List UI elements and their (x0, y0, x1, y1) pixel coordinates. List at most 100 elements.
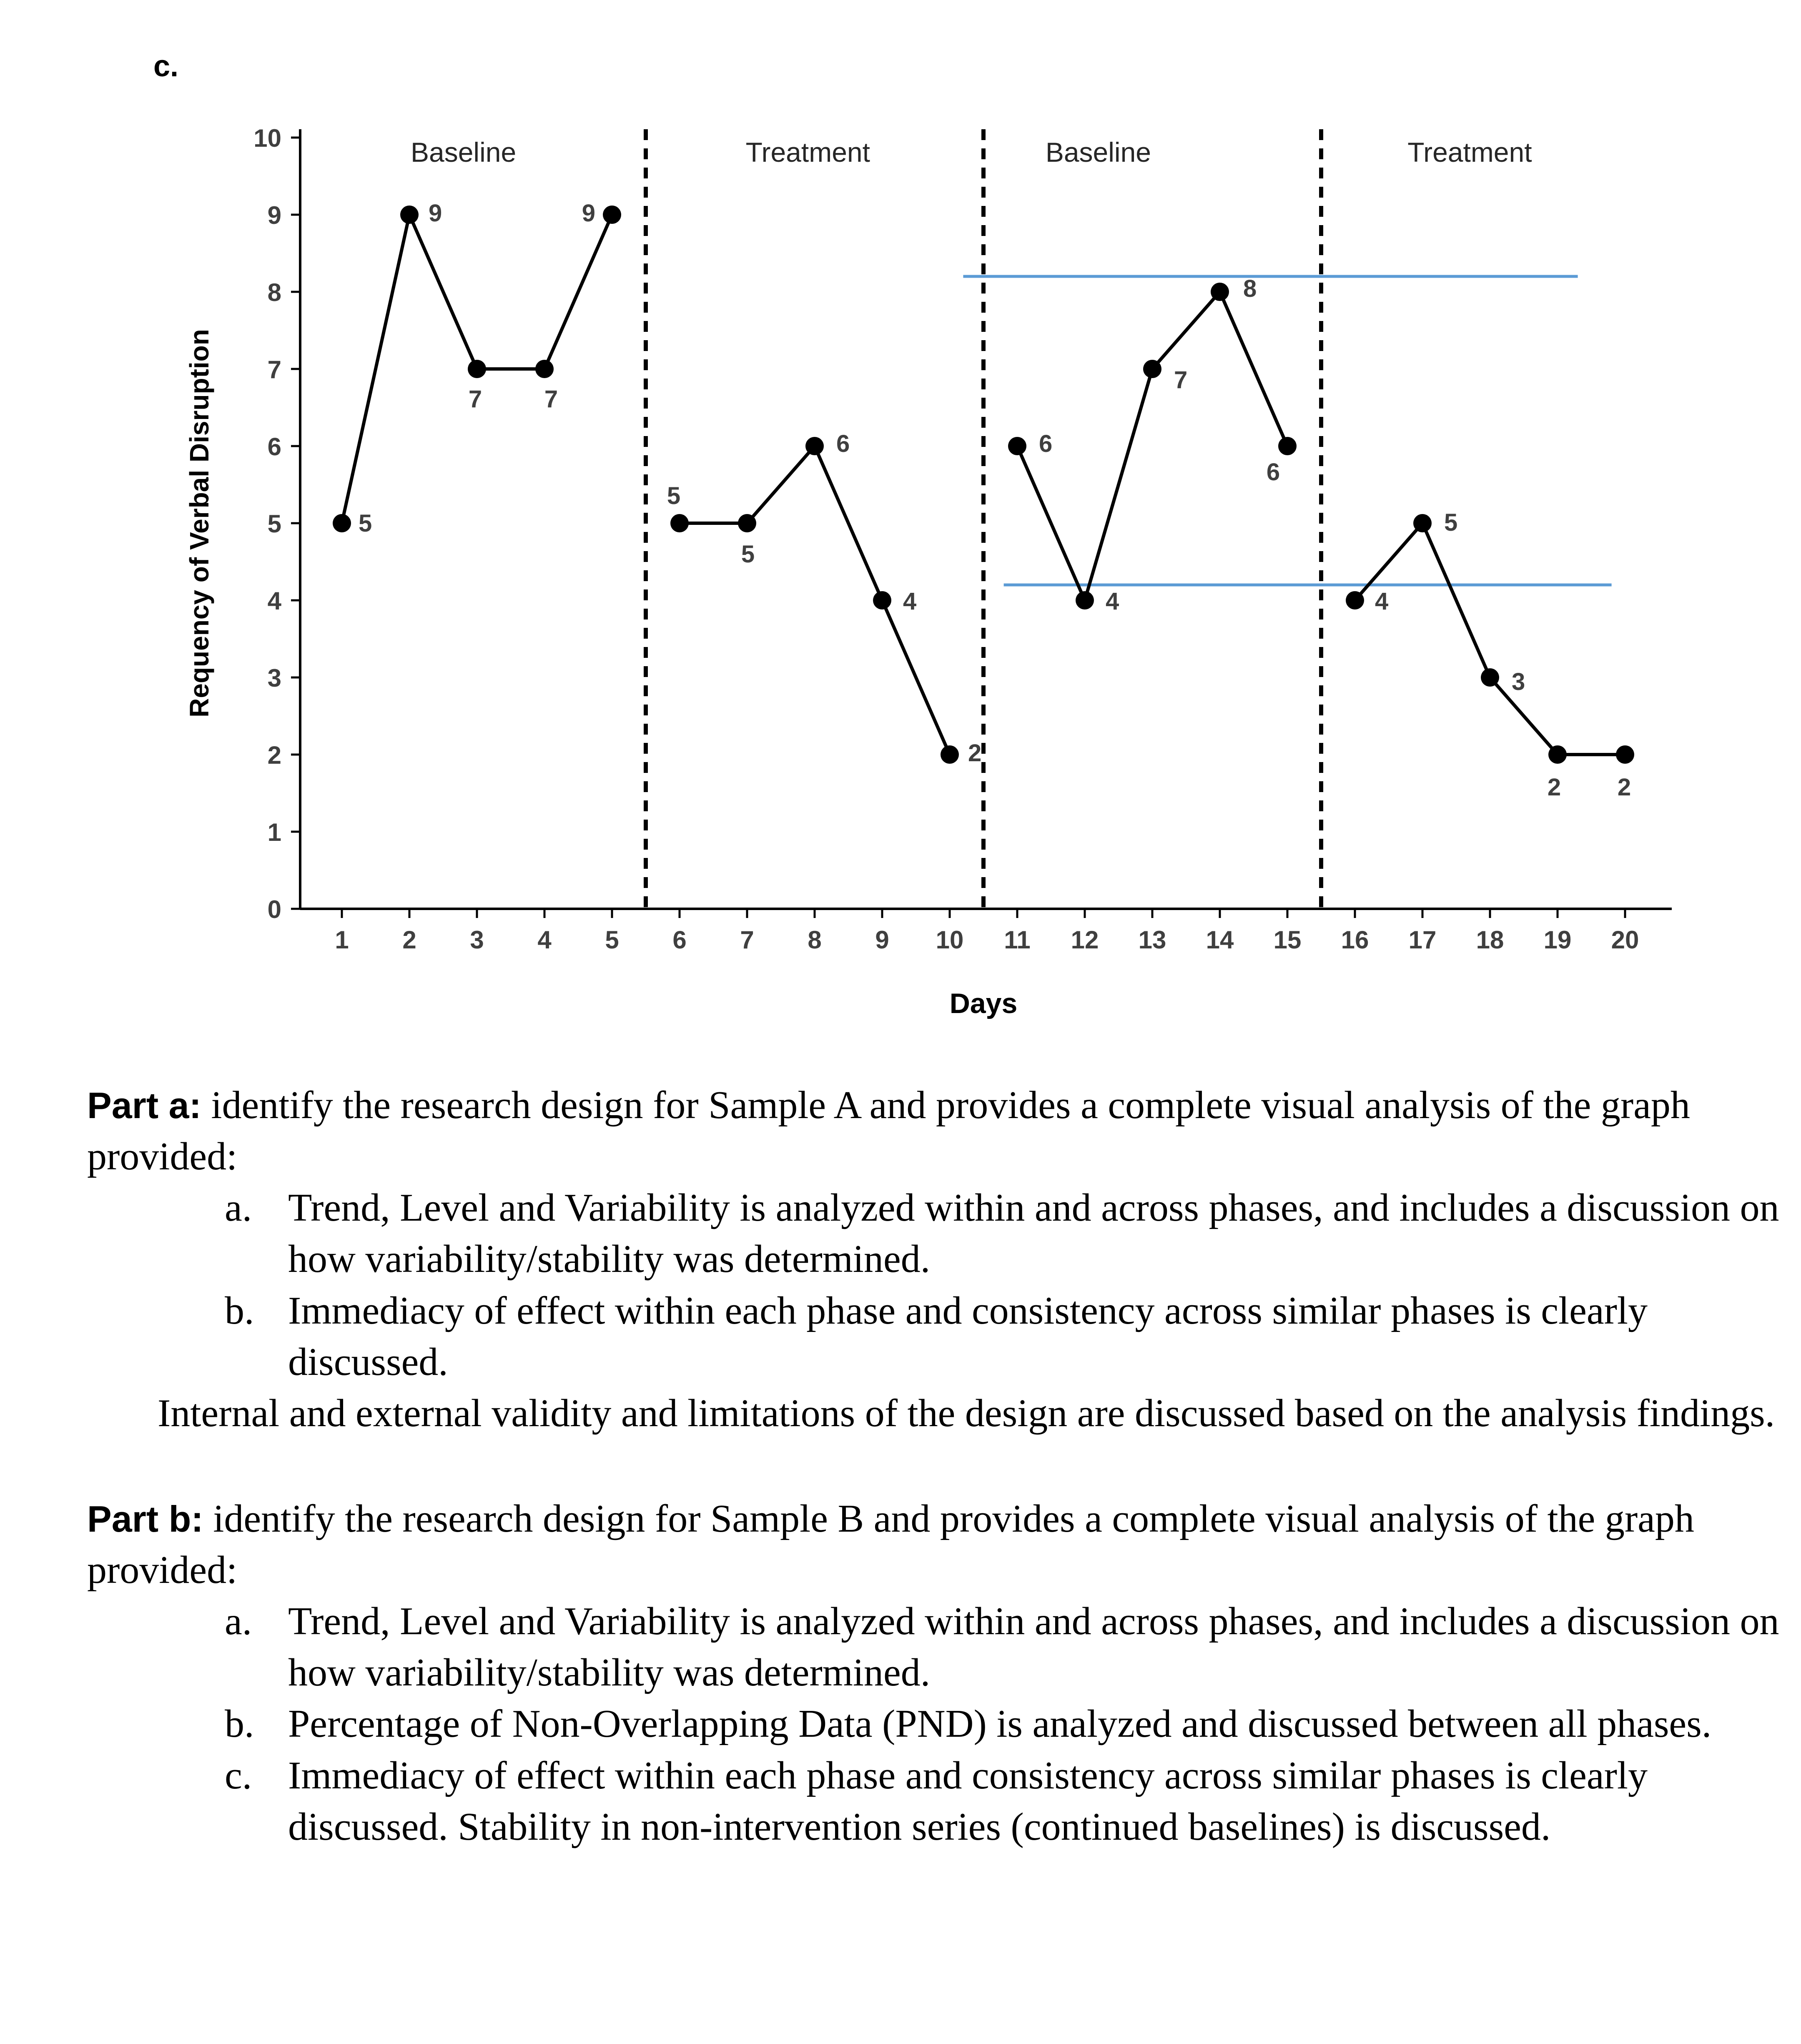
x-tick-label: 10 (936, 926, 964, 954)
y-tick-label: 0 (268, 895, 281, 923)
data-point (1008, 437, 1026, 455)
x-tick-label: 5 (605, 926, 619, 954)
x-tick-label: 12 (1071, 926, 1099, 954)
document-text: Part a: identify the research design for… (87, 1080, 1792, 1853)
list-item: b. Percentage of Non-Overlapping Data (P… (87, 1698, 1792, 1750)
part-a-label: Part a: (87, 1085, 201, 1126)
part-a-footer: Internal and external validity and limit… (158, 1391, 1775, 1435)
list-item: b. Immediacy of effect within each phase… (87, 1285, 1792, 1388)
list-item-text: Immediacy of effect within each phase an… (288, 1289, 1648, 1384)
list-marker: a. (225, 1600, 252, 1643)
data-point-label: 2 (1548, 774, 1561, 801)
x-tick-label: 16 (1341, 926, 1369, 954)
x-tick-label: 6 (672, 926, 686, 954)
list-marker: b. (225, 1702, 254, 1746)
y-tick-label: 3 (268, 664, 281, 692)
y-axis-title: Requency of Verbal Disruption (184, 329, 214, 717)
part-a-intro-text: identify the research design for Sample … (87, 1083, 1690, 1179)
part-b-label: Part b: (87, 1498, 203, 1540)
y-tick-label: 6 (268, 433, 281, 461)
data-point (1278, 437, 1297, 455)
data-point-label: 9 (429, 200, 442, 227)
x-tick-label: 3 (470, 926, 484, 954)
data-point (1548, 745, 1567, 764)
x-tick-label: 19 (1544, 926, 1572, 954)
data-point (1413, 514, 1432, 532)
x-tick-label: 8 (808, 926, 821, 954)
data-line (1353, 520, 1625, 756)
part-b-intro-paragraph: Part b: identify the research design for… (87, 1493, 1792, 1596)
data-point-label: 9 (582, 200, 595, 227)
y-tick-label: 4 (268, 587, 282, 615)
data-point-label: 5 (1444, 509, 1457, 536)
data-line (1016, 288, 1289, 605)
x-axis-title: Days (950, 988, 1018, 1019)
data-point-label: 7 (469, 386, 482, 413)
data-point-label: 5 (359, 510, 372, 537)
data-point-label: 8 (1243, 275, 1257, 302)
y-tick-label: 9 (268, 201, 281, 229)
data-point (1616, 745, 1634, 764)
x-tick-label: 17 (1409, 926, 1437, 954)
list-item: a. Trend, Level and Variability is analy… (87, 1596, 1792, 1698)
list-marker: a. (225, 1186, 252, 1230)
data-point (738, 514, 756, 532)
list-item: a. Trend, Level and Variability is analy… (87, 1182, 1792, 1285)
phase-label: Baseline (411, 137, 516, 168)
data-point-label: 2 (968, 740, 981, 767)
data-point-label: 5 (667, 482, 680, 509)
x-tick-label: 13 (1139, 926, 1166, 954)
data-point (400, 206, 419, 224)
data-point-label: 3 (1512, 668, 1525, 695)
data-point (670, 514, 689, 532)
data-point-label: 7 (1174, 366, 1187, 394)
y-tick-label: 8 (268, 278, 281, 306)
data-point (333, 514, 351, 532)
phase-label: Treatment (1407, 137, 1532, 168)
chart-figure: 0 1 2 3 4 5 6 7 8 9 10 1 2 3 4 5 6 7 8 9 10 11 12 13 14 15 16 17 18 1… (175, 96, 1697, 1055)
part-b-intro-text: identify the research design for Sample … (87, 1497, 1694, 1592)
y-tick-label: 1 (268, 818, 281, 846)
x-tick-label: 18 (1476, 926, 1504, 954)
x-tick-label: 20 (1611, 926, 1639, 954)
y-tick-label: 10 (253, 124, 281, 152)
list-item-text: Percentage of Non-Overlapping Data (PND)… (288, 1702, 1712, 1746)
data-point (873, 591, 891, 609)
part-a-intro-paragraph: Part a: identify the research design for… (87, 1080, 1792, 1182)
data-point (1346, 591, 1364, 609)
y-tick-label: 5 (268, 510, 281, 538)
data-point (805, 437, 824, 455)
data-point-label: 6 (836, 430, 850, 457)
data-point (1143, 360, 1161, 378)
data-point (941, 745, 959, 764)
list-marker: c. (225, 1753, 252, 1797)
y-tick-label: 2 (268, 741, 281, 769)
phase-label: Baseline (1046, 137, 1151, 168)
list-item-text: Immediacy of effect within each phase an… (288, 1753, 1648, 1848)
x-tick-label: 14 (1206, 926, 1234, 954)
data-point-label: 6 (1267, 459, 1280, 486)
data-point-label: 4 (1106, 588, 1119, 615)
data-point (535, 360, 554, 378)
data-point (1211, 283, 1229, 301)
x-tick-label: 2 (402, 926, 416, 954)
data-point (468, 360, 486, 378)
list-item-text: Trend, Level and Variability is analyzed… (288, 1600, 1779, 1695)
list-item-text: Trend, Level and Variability is analyzed… (288, 1186, 1779, 1281)
data-point (603, 206, 621, 224)
data-point-label: 4 (903, 588, 916, 615)
y-tick-label: 7 (268, 356, 281, 384)
data-point-label: 5 (741, 541, 755, 568)
data-point-label: 6 (1039, 430, 1052, 457)
x-tick-label: 9 (875, 926, 889, 954)
data-point-label: 2 (1618, 774, 1631, 801)
x-tick-label: 1 (335, 926, 349, 954)
x-tick-label: 4 (537, 926, 552, 954)
list-item: c. Immediacy of effect within each phase… (87, 1750, 1792, 1853)
list-marker: b. (225, 1289, 254, 1332)
part-b-section: Part b: identify the research design for… (87, 1493, 1792, 1853)
x-tick-label: 7 (740, 926, 754, 954)
data-point (1481, 668, 1499, 687)
section-label: c. (153, 50, 179, 83)
